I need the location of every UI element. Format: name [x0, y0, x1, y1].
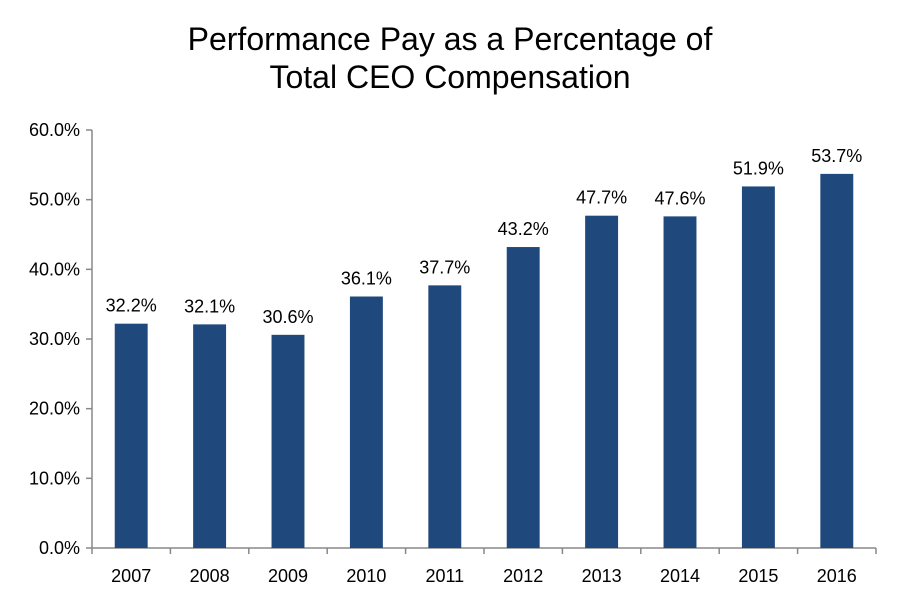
x-tick-label-2014: 2014: [660, 566, 700, 586]
data-label-2009: 30.6%: [262, 307, 313, 327]
data-label-2007: 32.2%: [106, 296, 157, 316]
x-tick-label-2016: 2016: [817, 566, 857, 586]
bar-2014: [663, 216, 697, 549]
bar-2008: [193, 324, 227, 548]
chart-title: Performance Pay as a Percentage of Total…: [0, 20, 900, 96]
x-tick-label-2008: 2008: [190, 566, 230, 586]
data-label-2014: 47.6%: [654, 188, 705, 208]
y-axis: 0.0% 10.0% 20.0% 30.0% 40.0% 50.0% 60.0%: [29, 120, 93, 558]
bar-2007: [114, 323, 148, 548]
y-tick-label: 30.0%: [29, 329, 80, 349]
data-label-2012: 43.2%: [498, 219, 549, 239]
x-tick-label-2011: 2011: [425, 566, 464, 586]
bar-2015: [741, 186, 775, 548]
data-label-2008: 32.1%: [184, 296, 235, 316]
bar-2013: [585, 215, 619, 548]
y-tick-label: 40.0%: [29, 259, 80, 279]
data-label-2015: 51.9%: [733, 158, 784, 178]
bar-2012: [506, 247, 540, 549]
bar-series: [114, 173, 854, 549]
bar-2016: [820, 173, 854, 548]
x-axis: 2007 2008 2009 2010 2011 2012 2013 2014 2015 2016: [91, 547, 877, 586]
y-tick-label: 20.0%: [29, 399, 80, 419]
y-tick-label: 0.0%: [39, 538, 80, 558]
chart-title-line-2: Total CEO Compensation: [269, 59, 631, 95]
chart-title-line-1: Performance Pay as a Percentage of: [187, 21, 713, 57]
data-label-2011: 37.7%: [419, 257, 470, 277]
data-label-2013: 47.7%: [576, 188, 627, 208]
x-tick-label-2009: 2009: [268, 566, 308, 586]
y-tick-label: 50.0%: [29, 190, 80, 210]
x-tick-label-2012: 2012: [503, 566, 543, 586]
data-label-2016: 53.7%: [811, 146, 862, 166]
bar-2010: [349, 296, 383, 548]
y-tick-label: 10.0%: [29, 468, 80, 488]
x-tick-label-2010: 2010: [346, 566, 386, 586]
data-labels: 32.2% 32.1% 30.6% 36.1% 37.7% 43.2% 47.7% 47.6%…: [106, 146, 863, 327]
data-label-2010: 36.1%: [341, 269, 392, 289]
x-tick-label-2013: 2013: [582, 566, 622, 586]
bar-2009: [271, 334, 305, 548]
x-tick-label-2007: 2007: [111, 566, 151, 586]
x-tick-label-2015: 2015: [738, 566, 778, 586]
y-tick-label: 60.0%: [29, 120, 80, 140]
bar-2011: [428, 285, 462, 548]
